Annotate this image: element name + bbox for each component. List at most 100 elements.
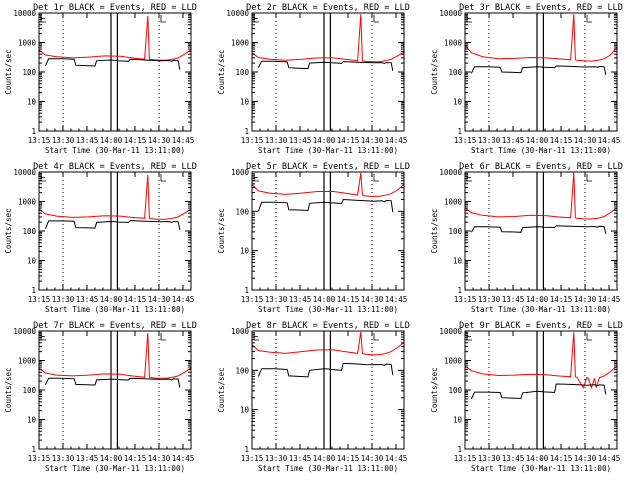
y-tick-label: 100 xyxy=(235,207,249,216)
y-tick-label: 1000 xyxy=(444,198,463,207)
end-flag-icon xyxy=(586,174,592,182)
events-series-line xyxy=(257,60,394,71)
y-tick-label: 100 xyxy=(448,386,462,395)
x-tick-label: 13:30 xyxy=(478,136,501,145)
x-axis-label: Start Time (30-Mar-11 13:11:00) xyxy=(258,464,398,473)
y-axis-label: Counts/sec xyxy=(4,208,13,253)
x-tick-label: 14:45 xyxy=(385,136,408,145)
y-tick-label: 10000 xyxy=(13,327,36,336)
x-tick-label: 13:30 xyxy=(265,295,288,304)
x-tick-label: 14:15 xyxy=(550,295,573,304)
y-tick-label: 1000 xyxy=(18,357,37,366)
x-tick-label: 14:45 xyxy=(598,136,621,145)
y-tick-label: 10000 xyxy=(439,168,462,177)
x-tick-label: 13:30 xyxy=(478,295,501,304)
panel-det-1: Det 1r BLACK = Events, RED = LLD 1 10 100 10… xyxy=(4,3,197,155)
lld-series-line xyxy=(464,332,618,390)
end-flag-icon xyxy=(373,333,379,341)
y-tick-label: 10000 xyxy=(439,9,462,18)
x-tick-label: 13:45 xyxy=(502,454,525,463)
events-series-line xyxy=(44,377,181,388)
x-tick-label: 13:15 xyxy=(454,295,477,304)
plot-frame xyxy=(38,171,192,291)
y-tick-label: 100 xyxy=(22,68,36,77)
y-axis-label: Counts/sec xyxy=(430,208,439,253)
x-tick-label: 14:30 xyxy=(361,295,384,304)
x-tick-label: 14:45 xyxy=(385,295,408,304)
lld-series-line xyxy=(38,174,192,220)
x-tick-label: 13:45 xyxy=(76,454,99,463)
x-tick-label: 13:45 xyxy=(502,136,525,145)
x-tick-label: 14:30 xyxy=(148,295,171,304)
plot-frame xyxy=(251,171,405,291)
y-tick-label: 1 xyxy=(457,127,462,136)
x-tick-label: 14:30 xyxy=(574,454,597,463)
y-tick-label: 10 xyxy=(453,98,463,107)
panel-det-3: Det 3r BLACK = Events, RED = LLD 1 10 100 10… xyxy=(430,3,623,155)
x-tick-label: 14:15 xyxy=(550,136,573,145)
panel-title: Det 7r BLACK = Events, RED = LLD xyxy=(33,321,197,331)
x-tick-label: 14:15 xyxy=(124,295,147,304)
plot-frame xyxy=(464,12,618,132)
lld-series-line xyxy=(464,172,618,220)
panel-det-8: Det 8r BLACK = Events, RED = LLD 1 10 100 10… xyxy=(217,321,410,473)
panel-title: Det 4r BLACK = Events, RED = LLD xyxy=(33,162,197,172)
x-tick-label: 13:30 xyxy=(478,454,501,463)
y-tick-label: 1000 xyxy=(231,327,250,336)
y-tick-label: 1000 xyxy=(18,198,37,207)
y-axis-label: Counts/sec xyxy=(4,49,13,94)
events-series-line xyxy=(44,220,181,230)
y-tick-label: 10 xyxy=(27,98,37,107)
y-tick-label: 100 xyxy=(22,386,36,395)
plot-frame xyxy=(38,330,192,450)
x-tick-label: 13:30 xyxy=(265,454,288,463)
y-tick-label: 10 xyxy=(240,98,250,107)
x-tick-label: 14:00 xyxy=(100,454,123,463)
x-tick-label: 14:15 xyxy=(337,454,360,463)
x-tick-label: 14:45 xyxy=(172,136,195,145)
x-tick-label: 14:00 xyxy=(526,454,549,463)
y-tick-label: 1 xyxy=(31,286,36,295)
x-tick-label: 14:00 xyxy=(313,454,336,463)
x-tick-label: 13:15 xyxy=(28,454,51,463)
lld-series-line xyxy=(38,15,192,61)
x-tick-label: 14:30 xyxy=(574,295,597,304)
x-tick-label: 14:15 xyxy=(124,136,147,145)
panel-title: Det 9r BLACK = Events, RED = LLD xyxy=(459,321,623,331)
x-tick-label: 14:15 xyxy=(124,454,147,463)
y-tick-label: 1000 xyxy=(231,39,250,48)
x-tick-label: 13:15 xyxy=(28,295,51,304)
x-axis-label: Start Time (30-Mar-11 13:11:00) xyxy=(471,146,611,155)
y-tick-label: 100 xyxy=(22,227,36,236)
x-axis-label: Start Time (30-Mar-11 13:11:00) xyxy=(45,146,185,155)
x-tick-label: 14:00 xyxy=(100,136,123,145)
plot-frame xyxy=(464,330,618,450)
end-flag-icon xyxy=(586,15,592,23)
start-flag-icon xyxy=(253,333,259,341)
x-tick-label: 14:15 xyxy=(337,295,360,304)
panel-title: Det 3r BLACK = Events, RED = LLD xyxy=(459,3,623,13)
y-axis-label: Counts/sec xyxy=(430,49,439,94)
y-tick-label: 10 xyxy=(453,257,463,266)
x-tick-label: 14:45 xyxy=(598,454,621,463)
x-tick-label: 14:30 xyxy=(361,454,384,463)
y-tick-label: 1 xyxy=(31,127,36,136)
events-series-line xyxy=(44,58,181,70)
x-tick-label: 14:30 xyxy=(574,136,597,145)
x-tick-label: 14:45 xyxy=(172,454,195,463)
x-tick-label: 13:15 xyxy=(28,136,51,145)
end-flag-icon xyxy=(160,15,166,23)
lld-series-line xyxy=(464,14,618,62)
x-tick-label: 14:00 xyxy=(526,136,549,145)
events-series-line xyxy=(470,383,607,400)
plot-frame xyxy=(251,330,405,450)
panel-title: Det 8r BLACK = Events, RED = LLD xyxy=(246,321,410,331)
x-tick-label: 13:45 xyxy=(289,454,312,463)
x-tick-label: 13:30 xyxy=(52,454,75,463)
y-tick-label: 10000 xyxy=(439,327,462,336)
lld-series-line xyxy=(38,333,192,379)
x-tick-label: 13:45 xyxy=(502,295,525,304)
x-axis-label: Start Time (30-Mar-11 13:11:00) xyxy=(45,464,185,473)
